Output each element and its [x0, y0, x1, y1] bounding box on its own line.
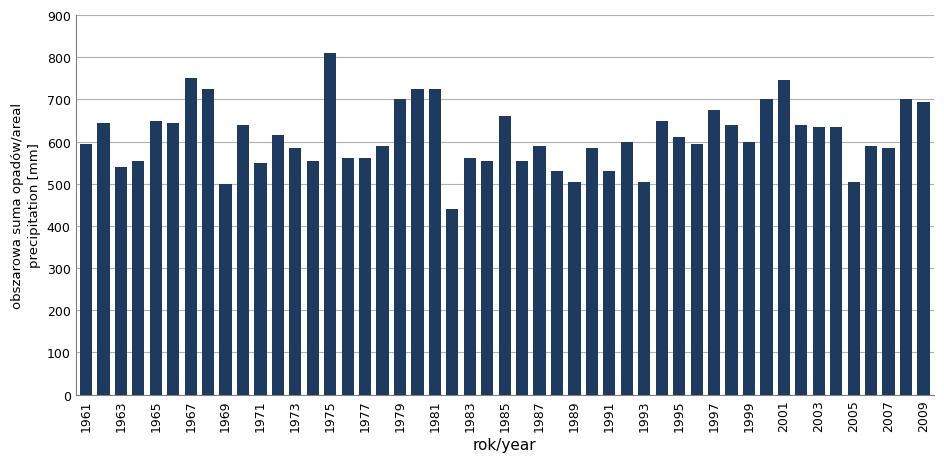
Bar [307, 161, 318, 395]
Bar [917, 102, 929, 395]
Bar [359, 159, 371, 395]
Bar [742, 142, 754, 395]
Bar [237, 125, 249, 395]
Bar [254, 163, 266, 395]
Bar [149, 121, 161, 395]
Bar [637, 182, 649, 395]
Bar [847, 182, 859, 395]
Bar [864, 146, 876, 395]
Bar [882, 149, 894, 395]
Bar [464, 159, 476, 395]
Bar [289, 149, 301, 395]
Bar [376, 146, 388, 395]
Bar [672, 138, 684, 395]
Bar [515, 161, 528, 395]
Bar [184, 79, 196, 395]
Bar [272, 136, 284, 395]
Bar [167, 123, 179, 395]
Bar [97, 123, 110, 395]
Bar [812, 128, 824, 395]
Bar [725, 125, 737, 395]
Bar [533, 146, 545, 395]
Bar [341, 159, 353, 395]
Bar [324, 54, 336, 395]
Bar [777, 81, 789, 395]
Bar [480, 161, 493, 395]
Bar [80, 144, 92, 395]
Bar [446, 210, 458, 395]
Bar [899, 100, 911, 395]
Bar [219, 184, 231, 395]
Bar [429, 90, 441, 395]
Bar [829, 128, 841, 395]
Bar [202, 90, 214, 395]
Bar [760, 100, 771, 395]
Bar [655, 121, 667, 395]
Bar [498, 117, 511, 395]
Bar [707, 111, 719, 395]
Y-axis label: obszarowa suma opadów/areal
precipitation [mm]: obszarowa suma opadów/areal precipitatio… [11, 103, 42, 308]
Bar [567, 182, 580, 395]
Bar [585, 149, 598, 395]
Bar [411, 90, 423, 395]
Bar [550, 172, 563, 395]
Bar [690, 144, 702, 395]
Bar [620, 142, 632, 395]
Bar [394, 100, 406, 395]
Bar [114, 168, 126, 395]
Bar [602, 172, 615, 395]
Bar [132, 161, 144, 395]
X-axis label: rok/year: rok/year [472, 437, 536, 452]
Bar [794, 125, 806, 395]
